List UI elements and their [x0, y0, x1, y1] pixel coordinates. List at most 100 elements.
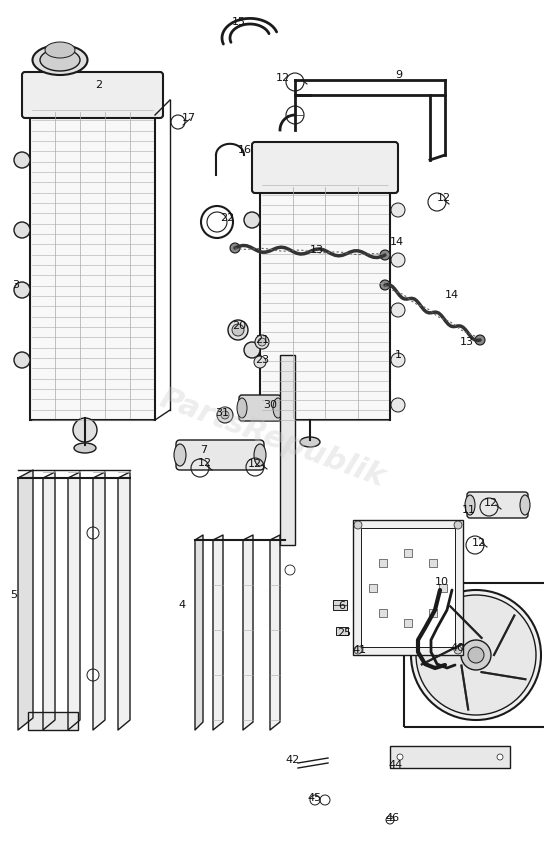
Text: 46: 46: [385, 813, 399, 823]
Polygon shape: [270, 535, 280, 730]
Text: 45: 45: [307, 793, 321, 803]
Text: 9: 9: [395, 70, 402, 80]
Text: 42: 42: [285, 755, 299, 765]
Circle shape: [244, 342, 260, 358]
Circle shape: [217, 407, 233, 423]
Ellipse shape: [254, 444, 266, 466]
Circle shape: [468, 647, 484, 663]
Polygon shape: [43, 472, 55, 730]
Text: 44: 44: [388, 760, 402, 770]
Polygon shape: [18, 470, 33, 730]
Circle shape: [286, 106, 304, 124]
Text: 30: 30: [263, 400, 277, 410]
Text: 13: 13: [460, 337, 474, 347]
Text: 14: 14: [445, 290, 459, 300]
Bar: [404, 619, 412, 627]
Text: 12: 12: [248, 459, 262, 469]
Text: 40: 40: [450, 643, 464, 653]
FancyBboxPatch shape: [22, 72, 163, 118]
Circle shape: [416, 595, 536, 715]
Text: 11: 11: [462, 505, 476, 515]
Bar: [353, 520, 463, 655]
Text: 3: 3: [12, 280, 19, 290]
Text: 4: 4: [178, 600, 185, 610]
Ellipse shape: [237, 398, 247, 418]
Polygon shape: [243, 535, 253, 730]
Circle shape: [14, 152, 30, 168]
Text: 12: 12: [437, 193, 451, 203]
Text: 21: 21: [255, 335, 269, 345]
Circle shape: [285, 565, 295, 575]
Circle shape: [454, 646, 462, 654]
Bar: [390, 746, 510, 768]
Text: 12: 12: [484, 498, 498, 508]
Ellipse shape: [300, 437, 320, 447]
Ellipse shape: [520, 495, 530, 515]
Circle shape: [391, 253, 405, 267]
Circle shape: [87, 527, 99, 539]
Text: 22: 22: [220, 213, 234, 223]
Text: 1: 1: [395, 350, 402, 360]
Bar: [280, 355, 295, 545]
Circle shape: [258, 338, 266, 346]
Circle shape: [73, 418, 97, 442]
Ellipse shape: [74, 443, 96, 453]
Circle shape: [354, 521, 362, 529]
Bar: [379, 559, 387, 567]
Bar: [260, 185, 390, 420]
Bar: [429, 609, 437, 617]
Bar: [439, 584, 447, 592]
Text: 5: 5: [10, 590, 17, 600]
Text: 12: 12: [472, 538, 486, 548]
Text: 6: 6: [338, 601, 345, 611]
Text: 13: 13: [310, 245, 324, 255]
Bar: [30, 110, 155, 420]
Text: 2: 2: [95, 80, 102, 90]
Bar: [429, 559, 437, 567]
Ellipse shape: [174, 444, 186, 466]
Circle shape: [230, 243, 240, 253]
Circle shape: [14, 352, 30, 368]
Text: 12: 12: [276, 73, 290, 83]
Circle shape: [391, 303, 405, 317]
Text: 12: 12: [198, 458, 212, 468]
Text: 20: 20: [232, 321, 246, 331]
Text: 15: 15: [232, 17, 246, 27]
Circle shape: [380, 250, 390, 260]
Bar: [333, 600, 347, 610]
Text: 17: 17: [182, 113, 196, 123]
Circle shape: [391, 353, 405, 367]
Ellipse shape: [33, 45, 88, 75]
Text: 23: 23: [255, 355, 269, 365]
Circle shape: [87, 669, 99, 681]
Bar: [369, 584, 377, 592]
Bar: [28, 712, 78, 730]
Circle shape: [461, 640, 491, 670]
Circle shape: [397, 754, 403, 760]
Circle shape: [228, 320, 248, 340]
Ellipse shape: [273, 398, 283, 418]
Circle shape: [232, 324, 244, 336]
Ellipse shape: [465, 495, 475, 515]
FancyBboxPatch shape: [176, 440, 264, 470]
Circle shape: [14, 222, 30, 238]
Text: 25: 25: [337, 628, 351, 638]
Circle shape: [497, 754, 503, 760]
Polygon shape: [118, 472, 130, 730]
Ellipse shape: [45, 42, 75, 58]
FancyBboxPatch shape: [252, 142, 398, 193]
Circle shape: [244, 212, 260, 228]
Text: 41: 41: [352, 645, 366, 655]
Polygon shape: [93, 472, 105, 730]
Text: 31: 31: [215, 408, 229, 418]
Circle shape: [254, 356, 266, 368]
Circle shape: [475, 335, 485, 345]
Bar: [336, 627, 348, 635]
Text: 14: 14: [390, 237, 404, 247]
Circle shape: [14, 282, 30, 298]
Text: 7: 7: [200, 445, 207, 455]
Circle shape: [391, 398, 405, 412]
Circle shape: [411, 590, 541, 720]
Ellipse shape: [40, 49, 80, 71]
Text: PartsRepublik: PartsRepublik: [155, 384, 389, 492]
